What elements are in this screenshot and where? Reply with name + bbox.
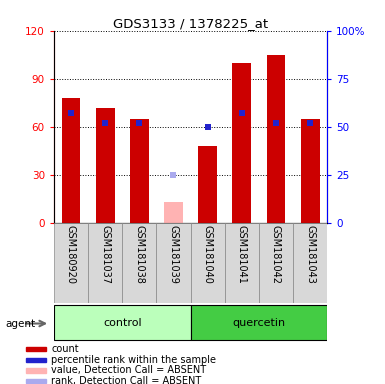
Bar [54, 305, 191, 340]
Text: GSM181042: GSM181042 [271, 225, 281, 284]
Bar [198, 146, 217, 223]
Bar [62, 98, 80, 223]
Text: agent: agent [6, 319, 36, 329]
Text: control: control [103, 318, 142, 328]
Bar [233, 63, 251, 223]
Bar [225, 223, 259, 303]
Bar [26, 379, 46, 383]
Bar [54, 223, 88, 303]
Text: GSM181041: GSM181041 [237, 225, 247, 284]
Bar [156, 223, 191, 303]
Text: GSM181037: GSM181037 [100, 225, 110, 284]
Bar [164, 202, 183, 223]
Text: GSM180920: GSM180920 [66, 225, 76, 284]
Bar [191, 305, 327, 340]
Bar [293, 223, 327, 303]
Text: count: count [51, 344, 79, 354]
Bar [191, 223, 225, 303]
Text: percentile rank within the sample: percentile rank within the sample [51, 355, 216, 365]
Text: GSM181040: GSM181040 [203, 225, 213, 284]
Title: GDS3133 / 1378225_at: GDS3133 / 1378225_at [113, 17, 268, 30]
Text: quercetin: quercetin [233, 318, 285, 328]
Bar [26, 347, 46, 351]
Bar [26, 368, 46, 372]
Bar [96, 108, 115, 223]
Bar [301, 119, 320, 223]
Bar [259, 223, 293, 303]
Bar [122, 223, 156, 303]
Text: rank, Detection Call = ABSENT: rank, Detection Call = ABSENT [51, 376, 201, 384]
Text: GSM181043: GSM181043 [305, 225, 315, 284]
Text: value, Detection Call = ABSENT: value, Detection Call = ABSENT [51, 366, 206, 376]
Bar [26, 358, 46, 362]
Text: GSM181039: GSM181039 [169, 225, 179, 284]
Text: GSM181038: GSM181038 [134, 225, 144, 284]
Bar [130, 119, 149, 223]
Bar [266, 55, 285, 223]
Bar [88, 223, 122, 303]
